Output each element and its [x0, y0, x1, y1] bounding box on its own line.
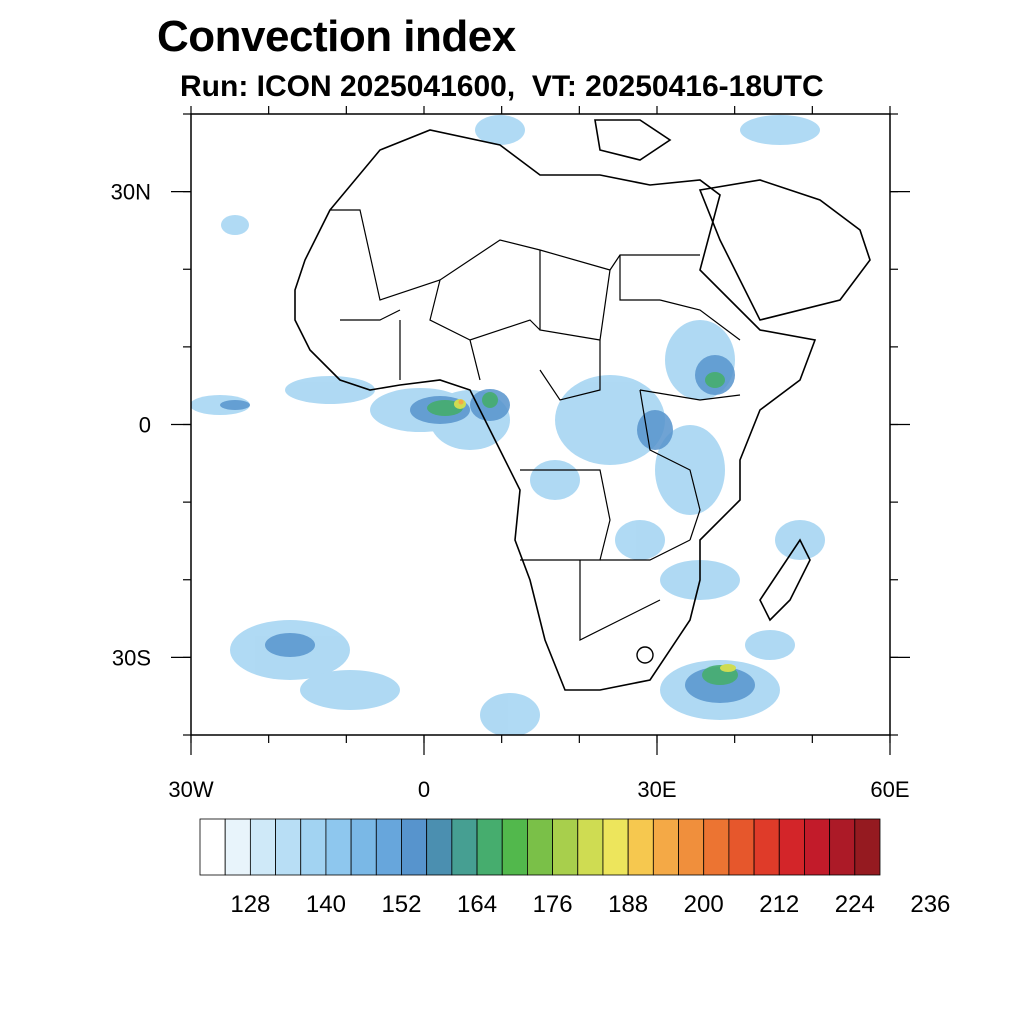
colorbar-swatch [199, 818, 226, 876]
colorbar-swatch [753, 818, 780, 876]
colorbar-swatch [804, 818, 831, 876]
colorbar-label: 140 [306, 891, 346, 918]
colorbar-swatch [375, 818, 402, 876]
colorbar-swatch [476, 818, 503, 876]
colorbar-swatch [325, 818, 352, 876]
colorbar-swatch [350, 818, 377, 876]
lat-tick-label: 30N [111, 180, 151, 205]
coastlines [294, 119, 871, 691]
colorbar-label: 164 [457, 891, 497, 918]
colorbar-swatch [728, 818, 755, 876]
colorbar-label: 128 [230, 891, 270, 918]
colorbar-swatch [224, 818, 251, 876]
colorbar-label: 236 [910, 891, 950, 918]
colorbar-swatch [527, 818, 553, 876]
colorbar-swatch [426, 818, 453, 876]
lon-tick-label: 60E [870, 777, 909, 802]
convection-field [191, 115, 871, 735]
colorbar-swatch [703, 818, 730, 876]
colorbar-swatch [552, 818, 579, 876]
colorbar-swatch [778, 818, 805, 876]
lon-tick-label: 0 [418, 777, 430, 802]
lon-tick-label: 30W [168, 777, 213, 802]
colorbar-swatch [401, 818, 428, 876]
lat-tick-label: 30S [112, 645, 151, 670]
colorbar-swatch [678, 818, 705, 876]
colorbar-swatch [854, 818, 881, 876]
colorbar-swatch [577, 818, 604, 876]
colorbar-swatch [275, 818, 302, 876]
colorbar-swatch [627, 818, 654, 876]
country-borders [330, 209, 741, 641]
colorbar-label: 212 [759, 891, 799, 918]
colorbar: 128 140 152 164 176 188 200 212 224 236 [199, 818, 950, 918]
colorbar-label: 188 [608, 891, 648, 918]
colorbar-swatch [602, 818, 629, 876]
colorbar-swatch [652, 818, 679, 876]
lat-tick-label: 0 [139, 413, 151, 438]
axis-ticks: 30W 0 30E 60E 30N 0 30S [111, 106, 910, 802]
colorbar-swatch [249, 818, 276, 876]
colorbar-swatch [501, 818, 528, 876]
colorbar-label: 152 [381, 891, 421, 918]
colorbar-swatch [829, 818, 856, 876]
colorbar-label: 176 [533, 891, 573, 918]
lon-tick-label: 30E [637, 777, 676, 802]
colorbar-label: 224 [835, 891, 875, 918]
colorbar-label: 200 [684, 891, 724, 918]
map-subtitle: Run: ICON 2025041600, VT: 20250416-18UTC [180, 70, 824, 103]
map-title: Convection index [157, 12, 516, 61]
colorbar-swatch [451, 818, 478, 876]
colorbar-swatch [300, 818, 327, 876]
